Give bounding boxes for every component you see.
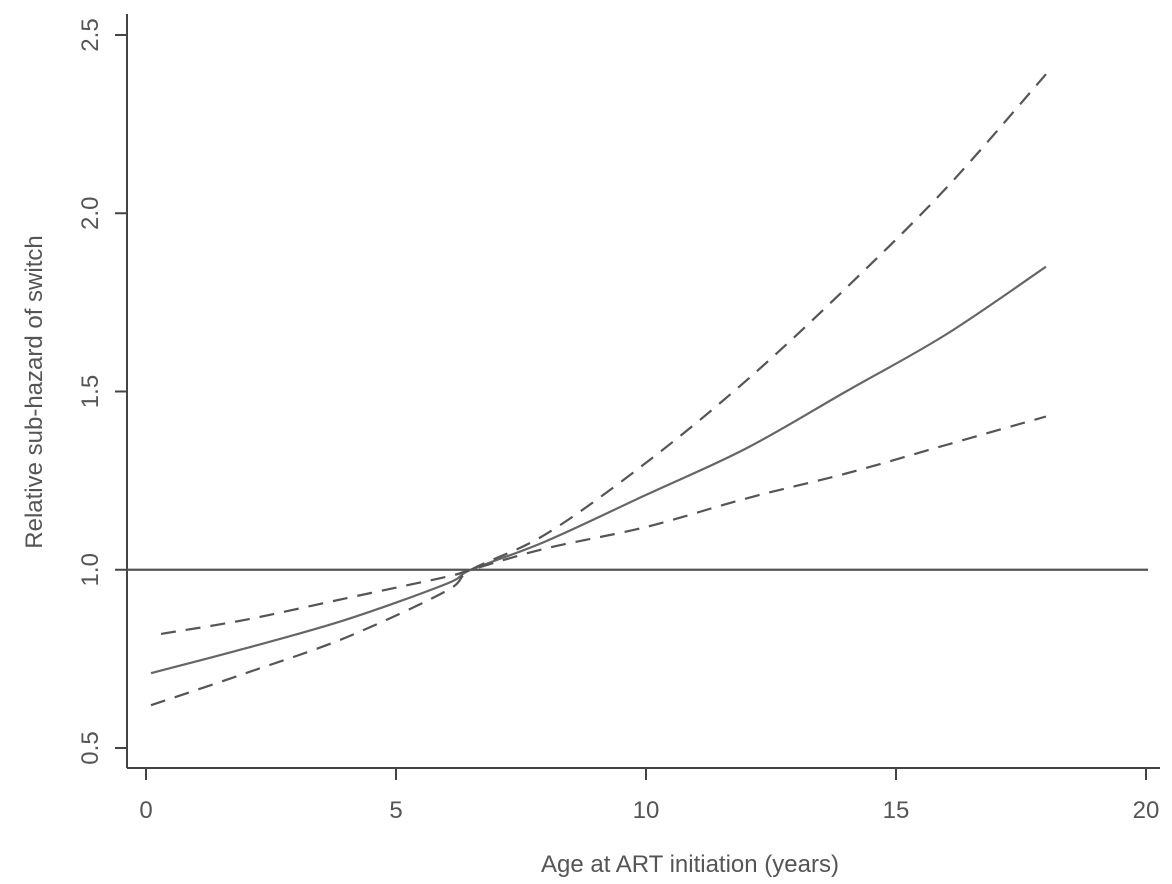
series-estimate-line <box>150 265 1047 675</box>
x-tick-label: 5 <box>389 797 402 824</box>
y-axis-title: Relative sub-hazard of switch <box>21 235 48 548</box>
y-tick-label: 2.0 <box>77 197 104 230</box>
y-tick-label: 1.5 <box>77 375 104 408</box>
series-group <box>150 73 1047 707</box>
axes <box>126 14 1160 769</box>
series-upper-ci-line <box>150 73 1047 707</box>
x-tick-label: 20 <box>1133 797 1160 824</box>
y-tick-label: 0.5 <box>77 731 104 764</box>
series-lower-ci-line <box>160 415 1047 635</box>
y-tick-label: 2.5 <box>77 18 104 51</box>
x-tick-label: 0 <box>139 797 152 824</box>
x-tick-label: 15 <box>883 797 910 824</box>
ticks: 0 5 10 15 20 0.5 1.0 1.5 2.0 2.5 <box>77 18 1159 824</box>
y-tick-label: 1.0 <box>77 553 104 586</box>
x-axis-title: Age at ART initiation (years) <box>541 851 839 878</box>
x-tick-label: 10 <box>633 797 660 824</box>
